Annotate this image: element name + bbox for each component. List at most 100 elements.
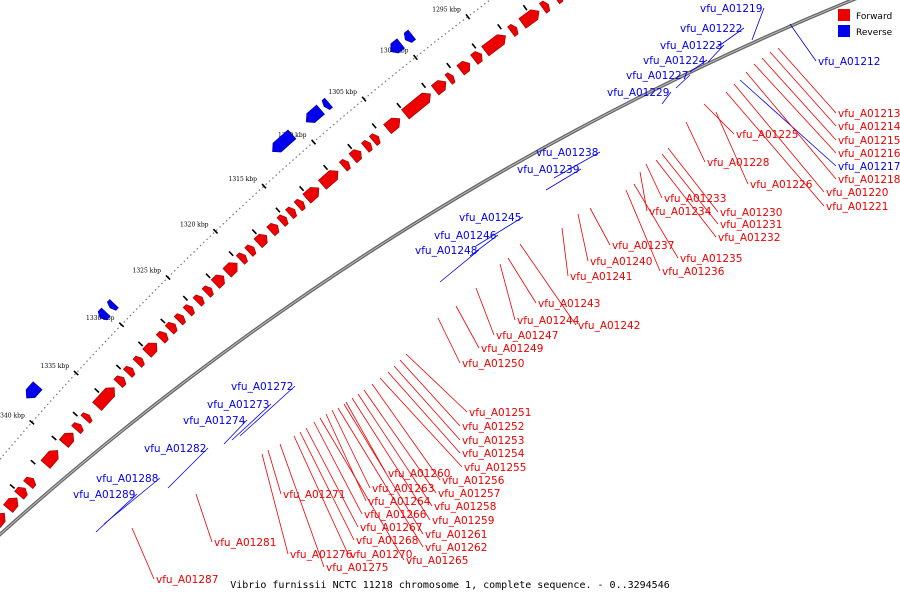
gene-label[interactable]: vfu_A01221 (826, 201, 888, 213)
forward-gene-arrow[interactable] (58, 432, 75, 448)
gene-label[interactable]: vfu_A01229 (607, 87, 669, 99)
gene-label[interactable]: vfu_A01215 (838, 135, 900, 147)
gene-label[interactable]: vfu_A01243 (538, 298, 600, 310)
gene-label[interactable]: vfu_A01255 (464, 462, 526, 474)
forward-gene-arrow[interactable] (14, 486, 28, 500)
gene-label[interactable]: vfu_A01276 (290, 549, 353, 561)
gene-label[interactable]: vfu_A01261 (425, 529, 487, 541)
gene-label[interactable]: vfu_A01254 (462, 448, 525, 460)
forward-gene-arrow[interactable] (538, 0, 551, 14)
forward-gene-arrow[interactable] (192, 294, 205, 307)
reverse-gene-arrow[interactable] (321, 97, 333, 110)
gene-label[interactable]: vfu_A01287 (156, 574, 218, 586)
gene-label[interactable]: vfu_A01222 (680, 23, 742, 35)
gene-label[interactable]: vfu_A01257 (438, 488, 500, 500)
forward-gene-arrow[interactable] (293, 198, 306, 212)
gene-label[interactable]: vfu_A01228 (707, 157, 769, 169)
forward-gene-arrow[interactable] (132, 355, 145, 368)
gene-label[interactable]: vfu_A01250 (462, 358, 524, 370)
forward-gene-arrow[interactable] (244, 244, 257, 257)
forward-gene-arrow[interactable] (164, 321, 178, 335)
forward-gene-arrow[interactable] (430, 80, 447, 96)
forward-gene-arrow[interactable] (360, 140, 373, 153)
forward-gene-arrow[interactable] (0, 512, 6, 533)
gene-label[interactable]: vfu_A01236 (662, 266, 725, 278)
gene-label[interactable]: vfu_A01232 (718, 232, 780, 244)
gene-label[interactable]: vfu_A01288 (96, 473, 158, 485)
gene-label[interactable]: vfu_A01231 (720, 219, 782, 231)
gene-label[interactable]: vfu_A01233 (664, 193, 726, 205)
gene-label[interactable]: vfu_A01248 (415, 245, 477, 257)
forward-gene-arrow[interactable] (142, 342, 158, 358)
gene-label[interactable]: vfu_A01240 (590, 256, 652, 268)
forward-gene-arrow[interactable] (456, 60, 471, 76)
gene-label[interactable]: vfu_A01216 (838, 148, 900, 160)
gene-label[interactable]: vfu_A01225 (736, 129, 798, 141)
forward-gene-arrow[interactable] (222, 262, 238, 278)
gene-label[interactable]: vfu_A01245 (459, 212, 521, 224)
forward-gene-arrow[interactable] (201, 285, 214, 298)
forward-gene-arrow[interactable] (23, 476, 37, 490)
gene-label[interactable]: vfu_A01224 (643, 55, 706, 67)
gene-label[interactable]: vfu_A01235 (680, 253, 742, 265)
forward-gene-arrow[interactable] (317, 170, 339, 190)
reverse-gene-arrow[interactable] (106, 299, 119, 311)
forward-gene-arrow[interactable] (40, 450, 59, 469)
forward-gene-arrow[interactable] (338, 158, 351, 172)
forward-gene-arrow[interactable] (92, 387, 116, 411)
gene-label[interactable]: vfu_A01262 (425, 542, 487, 554)
gene-label[interactable]: vfu_A01230 (720, 207, 782, 219)
forward-gene-arrow[interactable] (401, 92, 431, 120)
gene-label[interactable]: vfu_A01226 (750, 179, 813, 191)
gene-label[interactable]: vfu_A01282 (144, 443, 206, 455)
gene-label[interactable]: vfu_A01244 (517, 315, 580, 327)
forward-gene-arrow[interactable] (285, 206, 298, 220)
forward-gene-arrow[interactable] (302, 187, 320, 204)
gene-label[interactable]: vfu_A01220 (826, 187, 888, 199)
gene-label[interactable]: vfu_A01264 (368, 496, 431, 508)
gene-label[interactable]: vfu_A01239 (517, 164, 579, 176)
gene-label[interactable]: vfu_A01234 (649, 206, 712, 218)
gene-label[interactable]: vfu_A01249 (481, 343, 543, 355)
gene-label[interactable]: vfu_A01252 (462, 421, 524, 433)
gene-label[interactable]: vfu_A01263 (372, 483, 434, 495)
forward-gene-arrow[interactable] (155, 330, 169, 344)
gene-label[interactable]: vfu_A01270 (350, 549, 412, 561)
reverse-gene-arrow[interactable] (390, 38, 405, 54)
gene-label[interactable]: vfu_A01218 (838, 174, 900, 186)
gene-label[interactable]: vfu_A01266 (364, 509, 427, 521)
forward-gene-arrow[interactable] (122, 365, 136, 378)
forward-gene-arrow[interactable] (80, 412, 93, 424)
forward-gene-arrow[interactable] (71, 422, 84, 435)
gene-label[interactable]: vfu_A01242 (578, 320, 640, 332)
gene-label[interactable]: vfu_A01268 (356, 535, 418, 547)
gene-label[interactable]: vfu_A01265 (406, 555, 468, 567)
gene-label[interactable]: vfu_A01289 (73, 489, 135, 501)
forward-gene-arrow[interactable] (266, 222, 280, 237)
forward-gene-arrow[interactable] (470, 51, 483, 65)
forward-gene-arrow[interactable] (253, 233, 268, 249)
gene-label[interactable]: vfu_A01271 (283, 489, 345, 501)
reverse-gene-arrow[interactable] (403, 29, 417, 43)
gene-label[interactable]: vfu_A01241 (570, 271, 632, 283)
reverse-gene-arrow[interactable] (305, 104, 325, 123)
gene-label[interactable]: vfu_A01223 (660, 40, 722, 52)
forward-gene-arrow[interactable] (113, 375, 127, 389)
gene-label[interactable]: vfu_A01267 (360, 522, 422, 534)
gene-label[interactable]: vfu_A01214 (838, 121, 900, 133)
gene-label[interactable]: vfu_A01272 (231, 381, 293, 393)
reverse-gene-arrow[interactable] (272, 129, 297, 153)
forward-gene-arrow[interactable] (182, 304, 195, 317)
forward-gene-arrow[interactable] (518, 9, 540, 29)
forward-gene-arrow[interactable] (444, 72, 456, 85)
gene-label[interactable]: vfu_A01273 (207, 399, 269, 411)
gene-label[interactable]: vfu_A01217 (838, 161, 900, 173)
gene-label[interactable]: vfu_A01227 (626, 70, 688, 82)
gene-label[interactable]: vfu_A01274 (183, 415, 246, 427)
gene-label[interactable]: vfu_A01256 (442, 475, 505, 487)
gene-label[interactable]: vfu_A01213 (838, 108, 900, 120)
forward-gene-arrow[interactable] (368, 133, 381, 147)
gene-label[interactable]: vfu_A01258 (434, 501, 496, 513)
gene-label[interactable]: vfu_A01212 (818, 56, 880, 68)
gene-label[interactable]: vfu_A01238 (536, 147, 598, 159)
